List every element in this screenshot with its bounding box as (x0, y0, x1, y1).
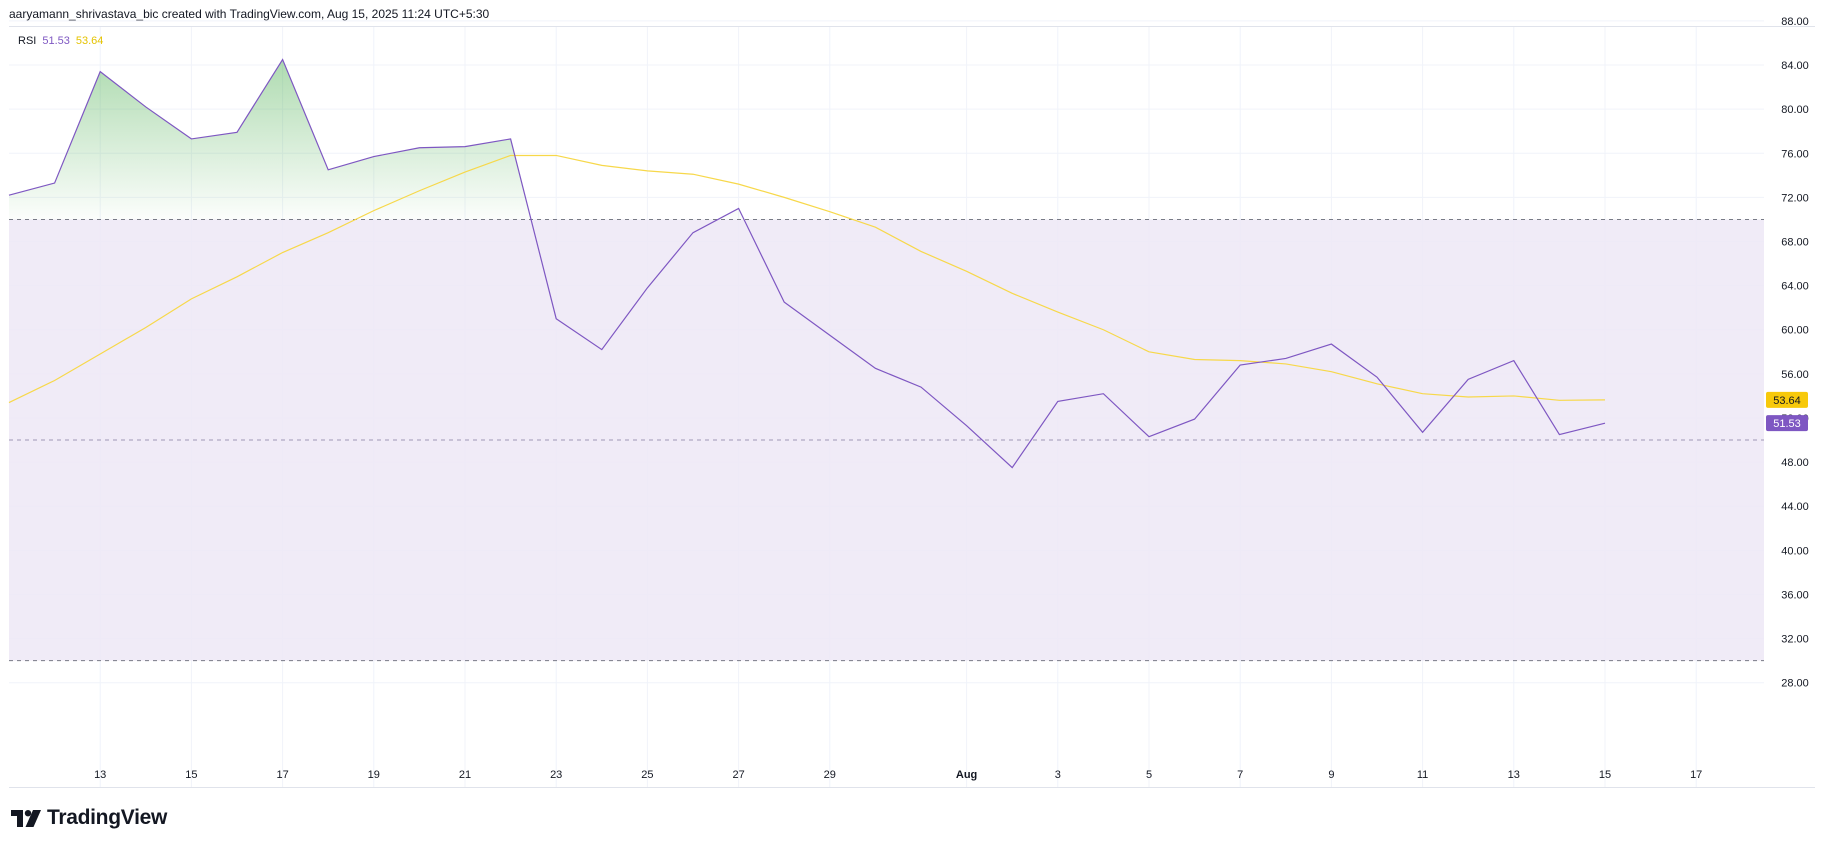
y-tick-label: 60.00 (1781, 325, 1809, 337)
tradingview-logo-icon (11, 809, 41, 827)
y-tick-label: 32.00 (1781, 634, 1809, 646)
legend-ma-value: 53.64 (75, 35, 104, 47)
overbought-fill (9, 59, 744, 220)
chart-frame (9, 26, 1815, 788)
x-tick-label: 3 (1055, 769, 1061, 781)
y-tick-label: 56.00 (1781, 369, 1809, 381)
y-tick-label: 44.00 (1781, 501, 1809, 513)
indicator-legend[interactable]: RSI 51.53 53.64 (18, 35, 103, 47)
last-value-badge-ma-bg (1766, 391, 1808, 408)
x-tick-label: 11 (1417, 769, 1428, 781)
x-tick-label: 5 (1146, 769, 1152, 781)
y-tick-label: 76.00 (1781, 148, 1809, 160)
x-tick-label: 7 (1237, 769, 1243, 781)
last-value-badge-rsi-label: 51.53 (1773, 418, 1801, 430)
last-value-badge-rsi-bg (1766, 415, 1808, 432)
legend-rsi-value: 51.53 (42, 35, 70, 47)
brand-name: TradingView (47, 806, 168, 829)
legend-indicator-name: RSI (18, 35, 37, 47)
y-tick-label: 40.00 (1781, 545, 1809, 557)
y-tick-label: 72.00 (1781, 192, 1809, 204)
x-tick-label: 27 (732, 769, 744, 781)
y-tick-label: 48.00 (1781, 457, 1809, 469)
last-value-badge-ma-label: 53.64 (1773, 395, 1801, 407)
x-tick-label: 19 (368, 769, 380, 781)
rsi-band-background (9, 219, 1764, 661)
x-tick-label: 13 (1508, 769, 1520, 781)
y-tick-label: 80.00 (1781, 104, 1809, 116)
x-tick-label: 13 (94, 769, 106, 781)
x-tick-label: 23 (550, 769, 562, 781)
series-line-rsi[interactable] (8, 58, 1606, 469)
x-tick-label: 17 (276, 769, 288, 781)
x-tick-label: 21 (459, 769, 471, 781)
y-tick-label: 84.00 (1781, 60, 1809, 72)
x-tick-label: 15 (185, 769, 197, 781)
y-tick-label: 68.00 (1781, 237, 1809, 249)
x-tick-label: 17 (1690, 769, 1702, 781)
x-tick-label: Aug (956, 769, 977, 781)
series-line-ma[interactable] (8, 154, 1606, 404)
tradingview-logo[interactable]: TradingView (11, 806, 167, 830)
x-tick-label: 29 (824, 769, 836, 781)
y-tick-label: 28.00 (1781, 678, 1809, 690)
x-tick-label: 15 (1599, 769, 1611, 781)
chart-attribution: aaryamann_shrivastava_bic created with T… (9, 7, 490, 21)
y-tick-label: 64.00 (1781, 281, 1809, 293)
rsi-chart[interactable]: 88.00 84.00 80.00 76.00 72.00 68.00 64.00 60.00… (0, 0, 1825, 790)
x-tick-label: 9 (1328, 769, 1334, 781)
y-tick-label: 36.00 (1781, 589, 1809, 601)
y-tick-label: 88.00 (1781, 16, 1809, 28)
x-tick-label: 25 (641, 769, 653, 781)
